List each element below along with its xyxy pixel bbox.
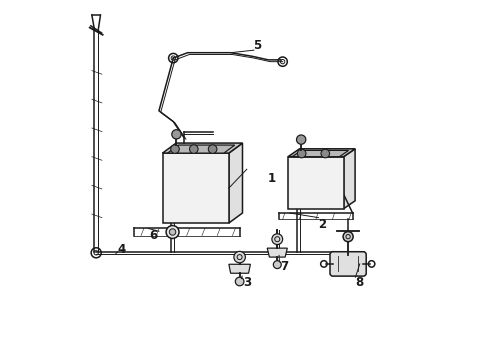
Circle shape	[208, 145, 217, 153]
Text: 3: 3	[243, 276, 251, 289]
Circle shape	[234, 251, 245, 263]
Circle shape	[171, 145, 179, 153]
Polygon shape	[229, 143, 243, 223]
Polygon shape	[163, 143, 243, 153]
Polygon shape	[343, 149, 355, 209]
Polygon shape	[163, 153, 229, 223]
Text: 7: 7	[280, 260, 289, 273]
Polygon shape	[267, 248, 287, 257]
Circle shape	[166, 226, 179, 238]
Circle shape	[343, 231, 353, 242]
Text: 2: 2	[318, 218, 326, 231]
Circle shape	[321, 149, 330, 158]
Circle shape	[172, 130, 181, 139]
Polygon shape	[168, 145, 235, 153]
Text: 6: 6	[149, 229, 158, 242]
Circle shape	[170, 229, 176, 235]
FancyBboxPatch shape	[330, 252, 366, 276]
Text: 5: 5	[253, 39, 262, 52]
Circle shape	[235, 277, 244, 286]
Circle shape	[297, 149, 306, 158]
Circle shape	[273, 261, 281, 269]
Circle shape	[296, 135, 306, 144]
Circle shape	[190, 145, 198, 153]
Text: 1: 1	[268, 172, 276, 185]
Text: 4: 4	[117, 243, 125, 256]
Polygon shape	[229, 264, 250, 273]
Text: 8: 8	[356, 276, 364, 289]
Polygon shape	[292, 150, 348, 157]
Polygon shape	[288, 149, 355, 157]
Polygon shape	[288, 157, 343, 209]
Circle shape	[272, 234, 283, 244]
